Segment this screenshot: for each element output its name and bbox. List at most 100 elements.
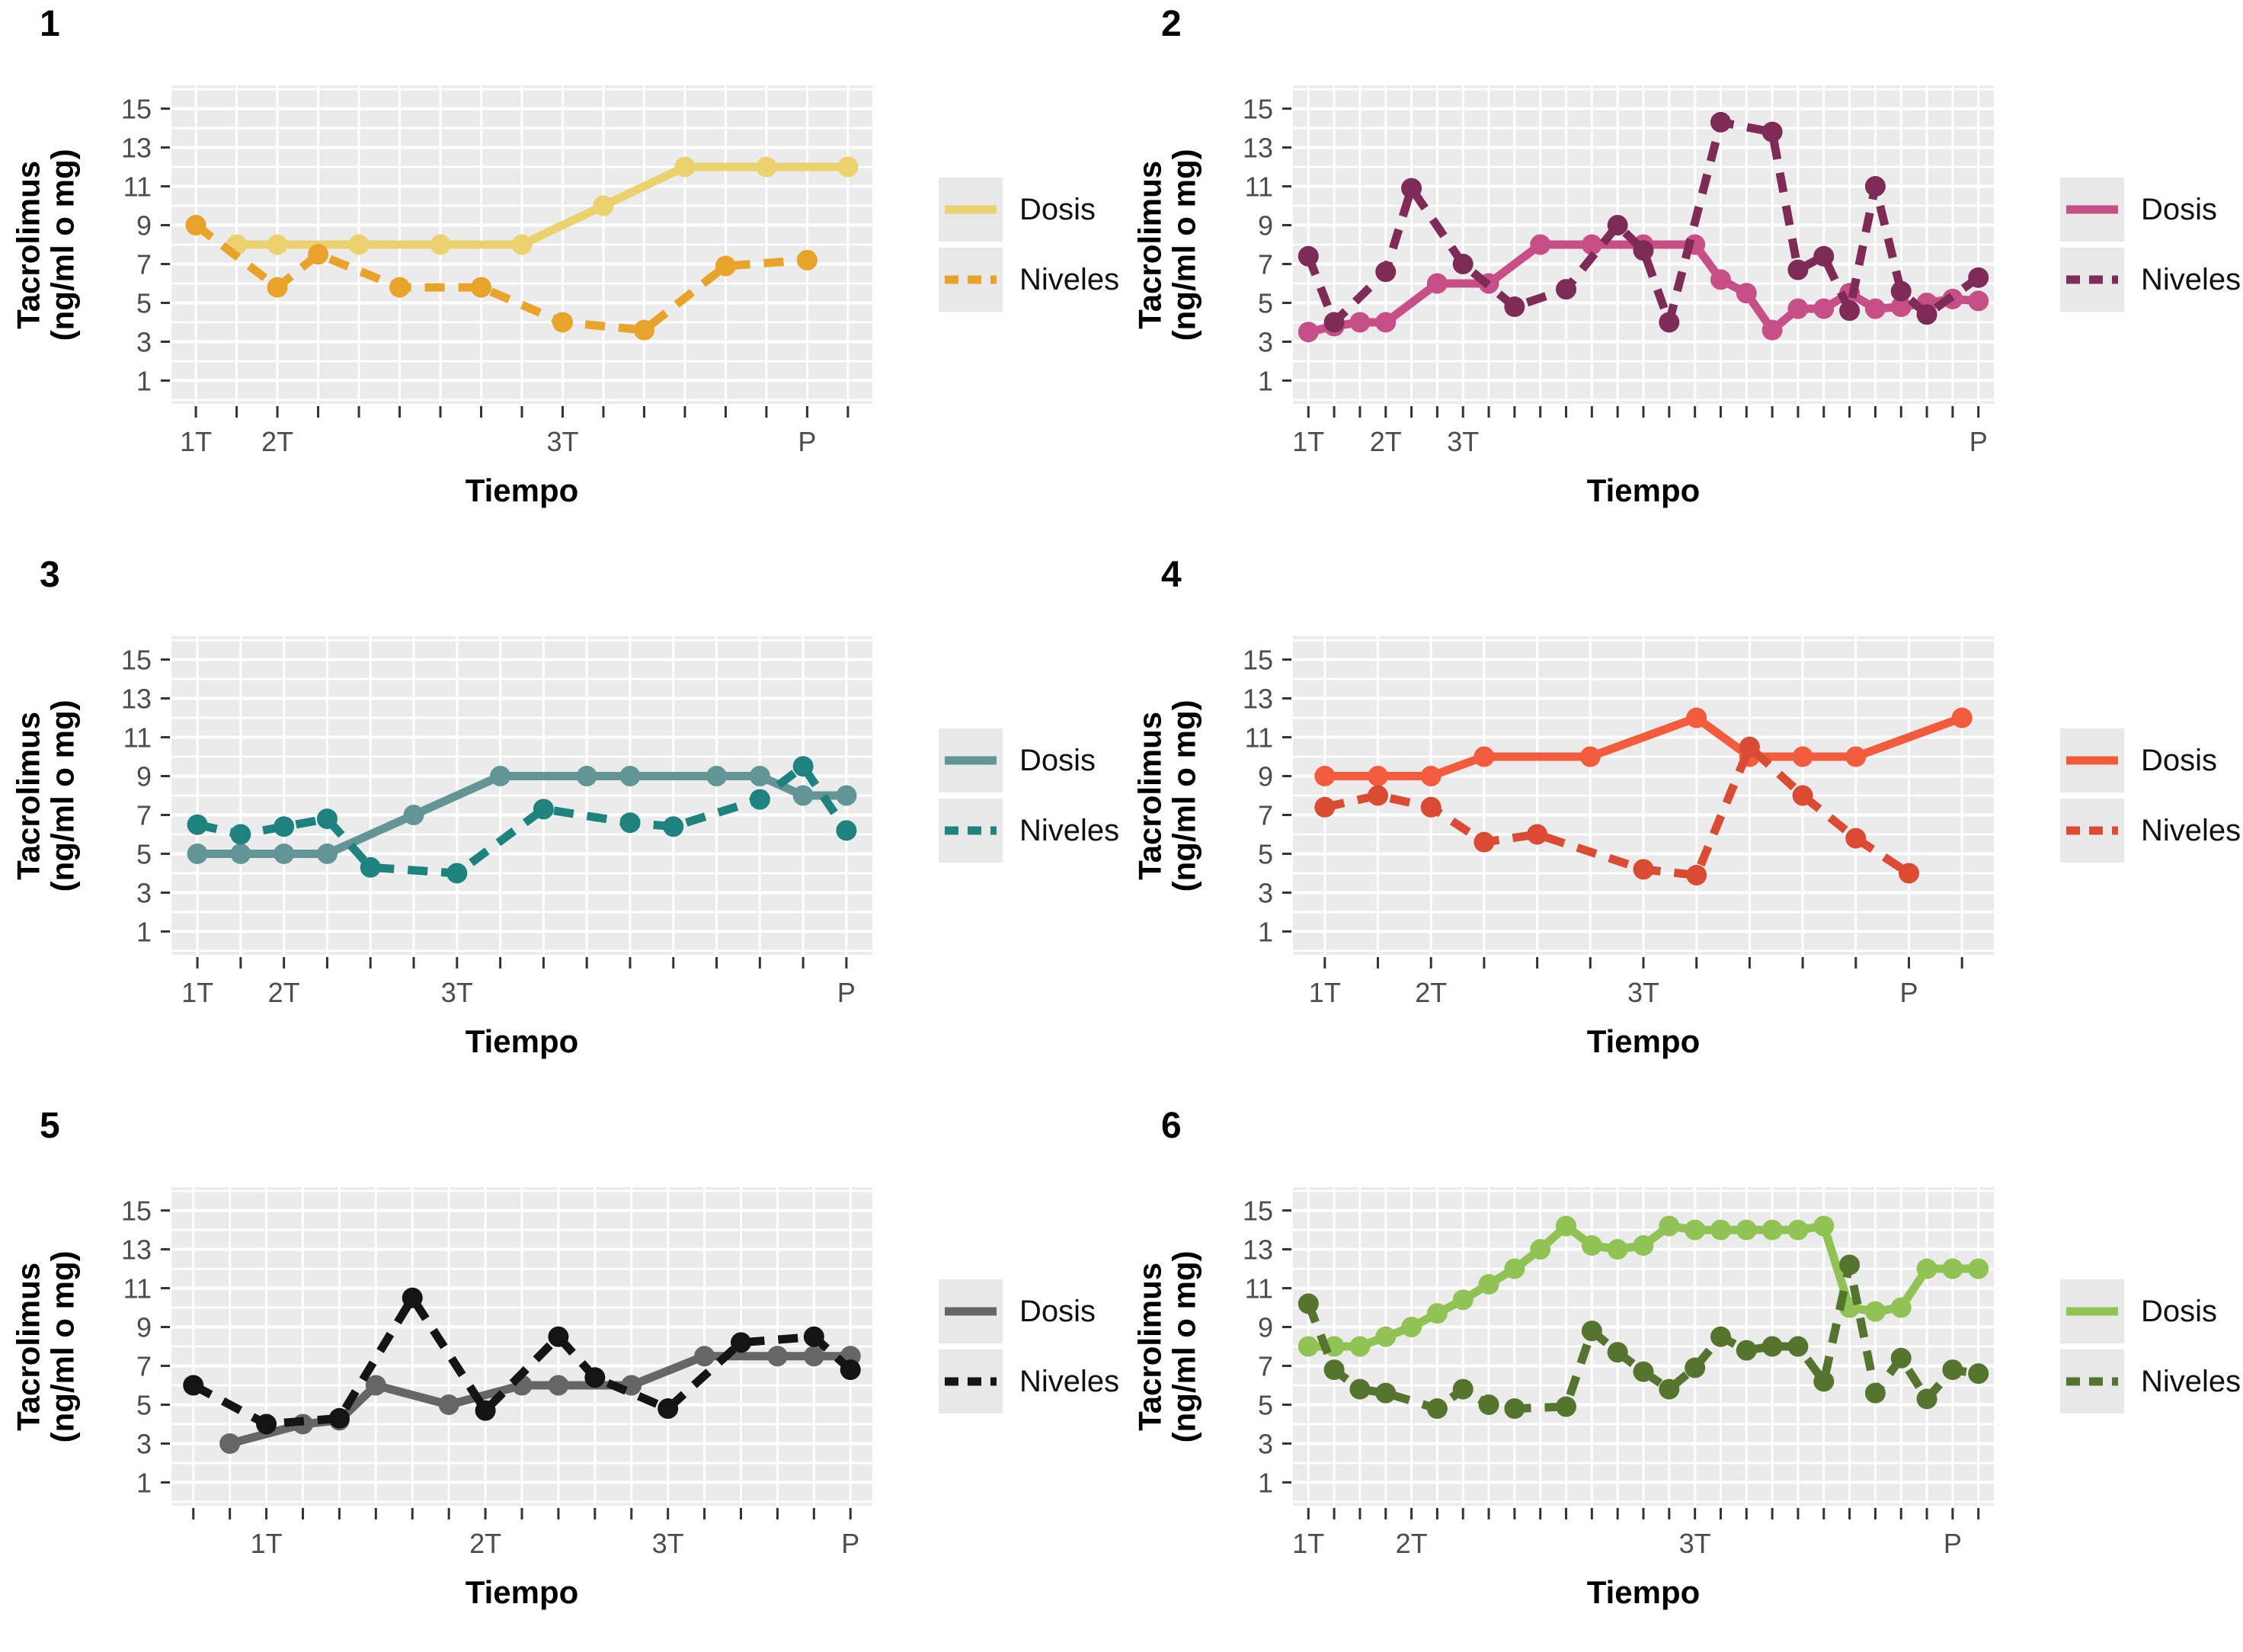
legend-entry-niveles: Niveles xyxy=(2060,799,2243,863)
svg-text:7: 7 xyxy=(1258,248,1273,280)
legend: Dosis Niveles xyxy=(939,178,1122,318)
legend-label-niveles: Niveles xyxy=(1019,262,1120,296)
legend-label-dosis: Dosis xyxy=(1019,1294,1096,1328)
svg-text:9: 9 xyxy=(136,761,152,792)
legend-entry-dosis: Dosis xyxy=(939,1279,1122,1343)
legend-key-niveles-icon xyxy=(2060,248,2124,312)
legend-label-niveles: Niveles xyxy=(1019,813,1120,847)
svg-text:7: 7 xyxy=(136,799,152,831)
legend-label-dosis: Dosis xyxy=(2141,1294,2218,1328)
legend: Dosis Niveles xyxy=(2060,728,2243,869)
svg-text:7: 7 xyxy=(1258,799,1273,831)
svg-text:P: P xyxy=(798,426,816,457)
legend-label-dosis: Dosis xyxy=(1019,743,1096,777)
svg-text:9: 9 xyxy=(1258,761,1273,792)
svg-text:11: 11 xyxy=(123,722,152,754)
legend-entry-dosis: Dosis xyxy=(939,178,1122,242)
svg-text:13: 13 xyxy=(1243,133,1273,164)
svg-text:2T: 2T xyxy=(268,977,300,1008)
legend-key-dosis-icon xyxy=(939,1279,1003,1343)
legend: Dosis Niveles xyxy=(939,1279,1122,1420)
svg-text:1: 1 xyxy=(1258,365,1273,396)
svg-text:3T: 3T xyxy=(441,977,473,1008)
svg-text:3: 3 xyxy=(136,877,152,908)
legend-key-niveles-icon xyxy=(939,248,1003,312)
legend-entry-niveles: Niveles xyxy=(2060,248,2243,312)
legend-key-niveles-icon xyxy=(939,1349,1003,1413)
legend-entry-dosis: Dosis xyxy=(939,728,1122,792)
svg-text:1T: 1T xyxy=(251,1528,283,1559)
x-axis-title: Tiempo xyxy=(465,472,579,508)
svg-text:13: 13 xyxy=(121,1234,152,1266)
panel-title: 5 xyxy=(40,1106,60,1146)
svg-text:1T: 1T xyxy=(1292,426,1324,457)
svg-text:7: 7 xyxy=(136,1350,152,1381)
svg-text:3T: 3T xyxy=(1679,1528,1711,1559)
svg-text:7: 7 xyxy=(136,248,152,280)
svg-text:11: 11 xyxy=(123,1273,152,1305)
legend-label-dosis: Dosis xyxy=(2141,743,2218,777)
panel-title: 6 xyxy=(1161,1106,1182,1146)
svg-text:2T: 2T xyxy=(1370,426,1402,457)
legend-key-niveles-icon xyxy=(939,799,1003,863)
x-axis-title: Tiempo xyxy=(1586,472,1701,508)
svg-text:1T: 1T xyxy=(1292,1528,1324,1559)
svg-text:5: 5 xyxy=(1258,1389,1273,1420)
panel-2: 2 Tacrolimus (ng/ml o mg) 1 3 5 7 9 11 13 15 1T 2T… xyxy=(1122,0,2243,550)
legend-key-niveles-icon xyxy=(2060,1349,2124,1413)
legend-entry-dosis: Dosis xyxy=(2060,728,2243,792)
svg-text:P: P xyxy=(837,977,856,1008)
panel-4: 4 Tacrolimus (ng/ml o mg) 1 3 5 7 9 11 13 15 1T 2T… xyxy=(1122,551,2243,1101)
svg-text:13: 13 xyxy=(121,133,152,164)
legend: Dosis Niveles xyxy=(2060,1279,2243,1420)
svg-text:7: 7 xyxy=(1258,1350,1273,1381)
svg-text:5: 5 xyxy=(136,838,152,869)
svg-text:11: 11 xyxy=(1245,171,1273,203)
svg-text:1T: 1T xyxy=(181,977,213,1008)
panel-title: 1 xyxy=(40,4,60,44)
panel-1: 1 Tacrolimus (ng/ml o mg) 1 3 5 7 9 11 13 15 1T 2T… xyxy=(0,0,1122,550)
legend-entry-dosis: Dosis xyxy=(2060,178,2243,242)
svg-text:P: P xyxy=(1944,1528,1962,1559)
legend-key-dosis-icon xyxy=(939,178,1003,242)
svg-text:2T: 2T xyxy=(261,426,293,457)
svg-text:11: 11 xyxy=(1245,722,1273,754)
svg-text:3: 3 xyxy=(1258,326,1273,357)
legend: Dosis Niveles xyxy=(939,728,1122,869)
svg-text:5: 5 xyxy=(136,287,152,319)
legend-entry-niveles: Niveles xyxy=(939,1349,1122,1413)
svg-text:2T: 2T xyxy=(1396,1528,1428,1559)
svg-text:15: 15 xyxy=(121,645,152,676)
svg-text:11: 11 xyxy=(123,171,152,203)
svg-text:1T: 1T xyxy=(180,426,212,457)
svg-text:3T: 3T xyxy=(1627,977,1659,1008)
svg-text:15: 15 xyxy=(121,94,152,125)
legend-entry-niveles: Niveles xyxy=(939,248,1122,312)
legend-key-dosis-icon xyxy=(2060,178,2124,242)
svg-text:5: 5 xyxy=(136,1389,152,1420)
svg-text:3: 3 xyxy=(136,326,152,357)
svg-text:15: 15 xyxy=(121,1196,152,1227)
x-axis-title: Tiempo xyxy=(465,1574,579,1610)
svg-text:15: 15 xyxy=(1243,1196,1273,1227)
panel-6: 6 Tacrolimus (ng/ml o mg) 1 3 5 7 9 11 13 15 1T 2T… xyxy=(1122,1102,2243,1652)
svg-text:1: 1 xyxy=(136,916,152,947)
svg-text:5: 5 xyxy=(1258,287,1273,319)
legend-label-dosis: Dosis xyxy=(1019,192,1096,226)
svg-text:3: 3 xyxy=(1258,1428,1273,1459)
svg-text:2T: 2T xyxy=(469,1528,501,1559)
svg-text:P: P xyxy=(841,1528,859,1559)
legend-key-niveles-icon xyxy=(2060,799,2124,863)
svg-text:1: 1 xyxy=(1258,916,1273,947)
svg-text:13: 13 xyxy=(121,684,152,715)
panel-3: 3 Tacrolimus (ng/ml o mg) 1 3 5 7 9 11 13 15 1T 2T… xyxy=(0,551,1122,1101)
legend-key-dosis-icon xyxy=(2060,1279,2124,1343)
legend-label-niveles: Niveles xyxy=(2141,262,2241,296)
legend-entry-niveles: Niveles xyxy=(2060,1349,2243,1413)
svg-text:9: 9 xyxy=(1258,1312,1273,1343)
svg-text:1: 1 xyxy=(1258,1467,1273,1498)
